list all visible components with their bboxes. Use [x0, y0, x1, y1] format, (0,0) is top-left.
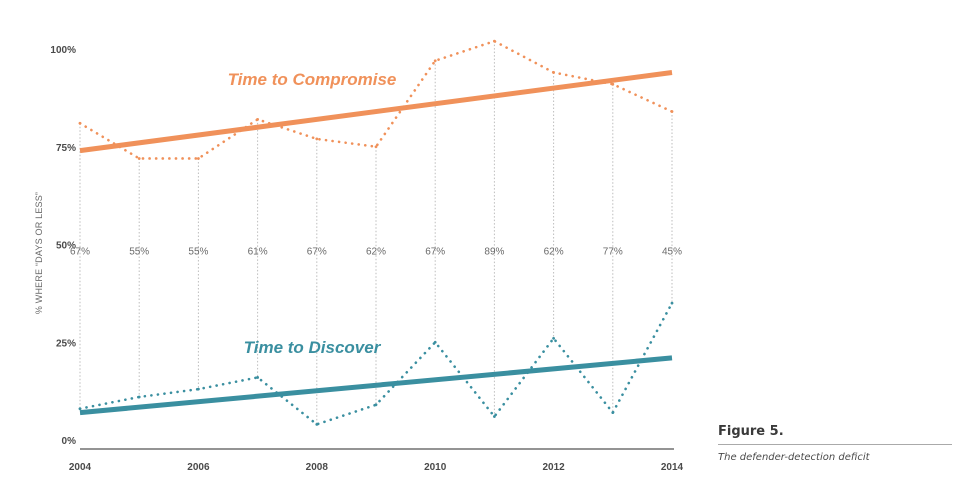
- data-point: [611, 82, 615, 86]
- data-point: [256, 117, 259, 121]
- x-tick-label: 2004: [69, 462, 92, 473]
- figure-caption-block: Figure 5. The defender-detection deficit: [718, 424, 952, 463]
- trend-lines: [79, 69, 673, 416]
- series-label-compromise: Time to Compromise: [228, 70, 397, 89]
- data-point: [493, 39, 496, 43]
- trend-line: [79, 355, 673, 416]
- data-point: [552, 336, 555, 340]
- data-point: [670, 301, 674, 305]
- data-point: [78, 407, 82, 411]
- y-tick-label: 50%: [56, 241, 76, 252]
- series-names: Time to Compromise Time to Discover: [228, 70, 397, 357]
- data-point: [315, 137, 319, 141]
- gap-label: 67%: [425, 246, 445, 257]
- data-point: [374, 403, 378, 407]
- data-point: [374, 145, 378, 149]
- data-point: [78, 121, 82, 125]
- data-point: [256, 376, 259, 379]
- data-point: [315, 422, 319, 426]
- figure-caption: The defender-detection deficit: [718, 452, 870, 463]
- x-tick-labels: 2004 2006 2008 2010 2012 2014: [69, 462, 684, 473]
- gap-label: 55%: [188, 246, 208, 257]
- data-point: [433, 340, 437, 344]
- x-tick-label: 2010: [424, 462, 447, 473]
- x-tick-label: 2012: [542, 462, 565, 473]
- x-tick-label: 2014: [661, 462, 684, 473]
- y-axis-label: % WHERE “DAYS OR LESS”: [34, 192, 44, 314]
- figure-title: Figure 5.: [718, 424, 952, 445]
- data-point: [552, 71, 555, 74]
- y-tick-label: 100%: [50, 45, 76, 56]
- series-lines: [78, 39, 674, 426]
- drop-lines: [79, 41, 673, 425]
- data-point: [611, 411, 615, 415]
- gap-label: 61%: [248, 246, 268, 257]
- gap-label: 89%: [484, 246, 504, 257]
- trend-line: [79, 69, 673, 154]
- series-line: [78, 39, 674, 160]
- data-point: [433, 59, 437, 63]
- y-tick-label: 75%: [56, 143, 76, 154]
- gap-label: 45%: [662, 246, 682, 257]
- series-label-discover: Time to Discover: [244, 338, 382, 357]
- y-tick-label: 0%: [62, 436, 77, 447]
- series-line: [78, 301, 674, 426]
- data-point: [493, 415, 496, 418]
- data-point: [670, 110, 674, 113]
- gap-label: 55%: [129, 246, 149, 257]
- gap-label: 77%: [603, 246, 623, 257]
- gap-label: 67%: [70, 246, 90, 257]
- gap-label: 62%: [544, 246, 564, 257]
- gap-labels: 67% 55% 55% 61% 67% 62% 67% 89% 62% 77% 45%: [70, 246, 682, 257]
- y-tick-label: 25%: [56, 338, 76, 349]
- data-point: [197, 387, 200, 391]
- gap-label: 67%: [307, 246, 327, 257]
- x-tick-label: 2006: [187, 462, 210, 473]
- data-point: [137, 157, 141, 160]
- x-tick-label: 2008: [306, 462, 329, 473]
- data-point: [137, 395, 141, 399]
- gap-label: 62%: [366, 246, 386, 257]
- data-point: [197, 157, 200, 160]
- y-tick-labels: 0% 25% 50% 75% 100%: [50, 45, 76, 447]
